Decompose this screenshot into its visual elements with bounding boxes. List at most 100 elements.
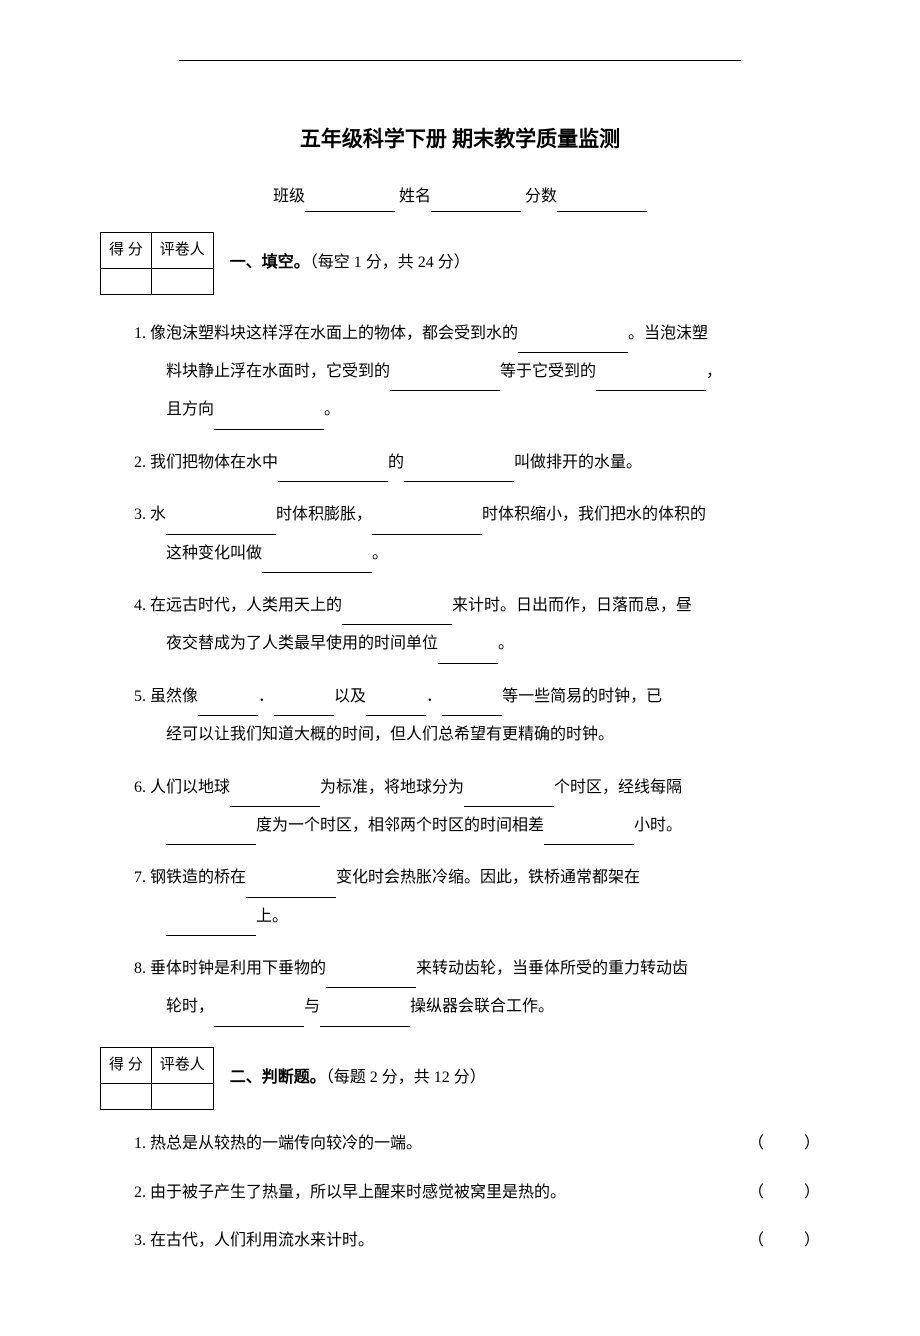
section-1-title: 一、填空。 (230, 254, 310, 271)
q3-blank-2 (372, 515, 482, 534)
paren-right: ） (804, 1184, 820, 1201)
q8-text-b: 来转动齿轮，当垂体所受的重力转动齿 (416, 960, 688, 977)
q5-blank-3 (366, 697, 426, 716)
q6-text-b: 为标准，将地球分为 (320, 779, 464, 796)
judge-q2-paren: （） (748, 1179, 820, 1208)
q2-text-c: 叫做排开的水量。 (514, 454, 642, 471)
judge-q1-paren: （） (748, 1130, 820, 1159)
q8-blank-2 (214, 1008, 304, 1027)
q8-text-d: 与 (304, 998, 320, 1015)
q1-blank-3 (596, 372, 706, 391)
q4-text-b: 来计时。日出而作，日落而息，昼 (452, 597, 692, 614)
class-blank (305, 192, 395, 211)
q4-text-d: 。 (498, 635, 514, 652)
q5-text-a: 5. 虽然像 (134, 688, 198, 705)
q5-blank-2 (274, 697, 334, 716)
section-2-title: 二、判断题。 (230, 1069, 326, 1086)
q4: 4. 在远古时代，人类用天上的 来计时。日出而作，日落而息，昼 夜交替成为了人类最… (134, 587, 820, 664)
q4-blank-2 (438, 645, 498, 664)
paren-left: （ (748, 1135, 764, 1152)
judge-q1-text: 1. 热总是从较热的一端传向较冷的一端。 (134, 1130, 748, 1159)
grader-cell-label: 评卷人 (151, 232, 213, 268)
section-1-title-wrap: 一、填空。（每空 1 分，共 24 分） (230, 249, 470, 278)
q2: 2. 我们把物体在水中 的 叫做排开的水量。 (134, 444, 820, 482)
q2-text-b: 的 (388, 454, 404, 471)
section-2-title-wrap: 二、判断题。（每题 2 分，共 12 分） (230, 1064, 486, 1093)
q1-blank-2 (390, 372, 500, 391)
q3-text-a: 3. 水 (134, 506, 166, 523)
q8-text-c: 轮时， (166, 998, 214, 1015)
judge-q2: 2. 由于被子产生了热量，所以早上醒来时感觉被窝里是热的。 （） (134, 1179, 820, 1208)
q7-blank-2 (166, 917, 256, 936)
section-1-questions: 1. 像泡沫塑料块这样浮在水面上的物体，都会受到水的。当泡沫塑 料块静止浮在水面… (134, 315, 820, 1027)
q1-text-b: 。当泡沫塑 (628, 325, 708, 342)
section-1-note: （每空 1 分，共 24 分） (310, 254, 470, 271)
q1-text-e: ， (706, 363, 722, 380)
q2-blank-2 (404, 463, 514, 482)
q3-blank-1 (166, 515, 276, 534)
q5-blank-1 (198, 697, 258, 716)
q3-text-c: 时体积缩小，我们把水的体积的 (482, 506, 706, 523)
score-table-1: 得 分 评卷人 (100, 232, 214, 295)
section-1-header: 得 分 评卷人 一、填空。（每空 1 分，共 24 分） (100, 232, 820, 295)
q4-text-a: 4. 在远古时代，人类用天上的 (134, 597, 342, 614)
q4-text-c: 夜交替成为了人类最早使用的时间单位 (166, 635, 438, 652)
q2-text-a: 2. 我们把物体在水中 (134, 454, 278, 471)
q4-blank-1 (342, 606, 452, 625)
q8-text-e: 操纵器会联合工作。 (410, 998, 554, 1015)
q5-text-c: 以及 (334, 688, 366, 705)
judge-q3: 3. 在古代，人们利用流水来计时。 （） (134, 1227, 820, 1256)
student-info-line: 班级 姓名 分数 (100, 183, 820, 212)
q6-blank-1 (230, 788, 320, 807)
q5: 5. 虽然像．以及．等一些简易的时钟，已 经可以让我们知道大概的时间，但人们总希… (134, 678, 820, 755)
q7: 7. 钢铁造的桥在 变化时会热胀冷缩。因此，铁桥通常都架在 上。 (134, 859, 820, 936)
score-cell-value (101, 268, 152, 294)
q8: 8. 垂体时钟是利用下垂物的 来转动齿轮，当垂体所受的重力转动齿 轮时， 与 操纵器会… (134, 950, 820, 1027)
q8-blank-1 (326, 969, 416, 988)
q1-blank-4 (214, 411, 324, 430)
q1: 1. 像泡沫塑料块这样浮在水面上的物体，都会受到水的。当泡沫塑 料块静止浮在水面… (134, 315, 820, 430)
q1-text-g: 。 (324, 401, 340, 418)
name-blank (431, 192, 521, 211)
score-cell-label-2: 得 分 (101, 1047, 152, 1083)
paren-right: ） (804, 1135, 820, 1152)
q6-blank-2 (464, 788, 554, 807)
q1-text-f: 且方向 (166, 401, 214, 418)
q6-text-d: 度为一个时区，相邻两个时区的时间相差 (256, 817, 544, 834)
score-cell-value-2 (101, 1083, 152, 1109)
score-blank (557, 192, 647, 211)
q7-blank-1 (246, 878, 336, 897)
q5-blank-4 (442, 697, 502, 716)
judge-q3-text: 3. 在古代，人们利用流水来计时。 (134, 1227, 748, 1256)
q6-text-e: 小时。 (634, 817, 682, 834)
q1-text-c: 料块静止浮在水面时，它受到的 (166, 363, 390, 380)
grader-cell-value (151, 268, 213, 294)
paren-left: （ (748, 1232, 764, 1249)
q1-text-d: 等于它受到的 (500, 363, 596, 380)
header-rule (179, 60, 741, 61)
q7-text-c: 上。 (256, 908, 288, 925)
q7-text-b: 变化时会热胀冷缩。因此，铁桥通常都架在 (336, 869, 640, 886)
score-table-2: 得 分 评卷人 (100, 1047, 214, 1110)
q5-text-b: ． (258, 688, 274, 705)
q6-text-a: 6. 人们以地球 (134, 779, 230, 796)
q6-blank-4 (544, 826, 634, 845)
section-2-note: （每题 2 分，共 12 分） (326, 1069, 486, 1086)
score-label: 分数 (525, 188, 557, 205)
q8-text-a: 8. 垂体时钟是利用下垂物的 (134, 960, 326, 977)
q3-text-b: 时体积膨胀， (276, 506, 372, 523)
paren-right: ） (804, 1232, 820, 1249)
section-2-header: 得 分 评卷人 二、判断题。（每题 2 分，共 12 分） (100, 1047, 820, 1110)
score-cell-label: 得 分 (101, 232, 152, 268)
q3-blank-3 (262, 554, 372, 573)
judge-q1: 1. 热总是从较热的一端传向较冷的一端。 （） (134, 1130, 820, 1159)
page-title: 五年级科学下册 期末教学质量监测 (100, 121, 820, 159)
q7-text-a: 7. 钢铁造的桥在 (134, 869, 246, 886)
q5-text-e: 等一些简易的时钟，已 (502, 688, 662, 705)
q8-blank-3 (320, 1008, 410, 1027)
grader-cell-label-2: 评卷人 (151, 1047, 213, 1083)
q1-blank-1 (518, 334, 628, 353)
grader-cell-value-2 (151, 1083, 213, 1109)
judge-q3-paren: （） (748, 1227, 820, 1256)
q2-blank-1 (278, 463, 388, 482)
